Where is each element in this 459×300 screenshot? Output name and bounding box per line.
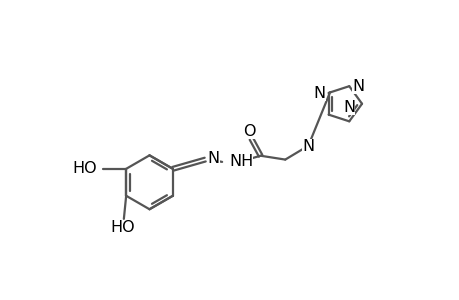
Text: N: N (302, 139, 314, 154)
Text: O: O (243, 124, 256, 140)
Text: N: N (342, 100, 354, 115)
Text: HO: HO (110, 220, 134, 235)
Text: NH: NH (229, 154, 253, 169)
Text: N: N (313, 86, 325, 101)
Text: N: N (352, 80, 364, 94)
Text: N: N (207, 151, 219, 166)
Text: HO: HO (72, 161, 97, 176)
